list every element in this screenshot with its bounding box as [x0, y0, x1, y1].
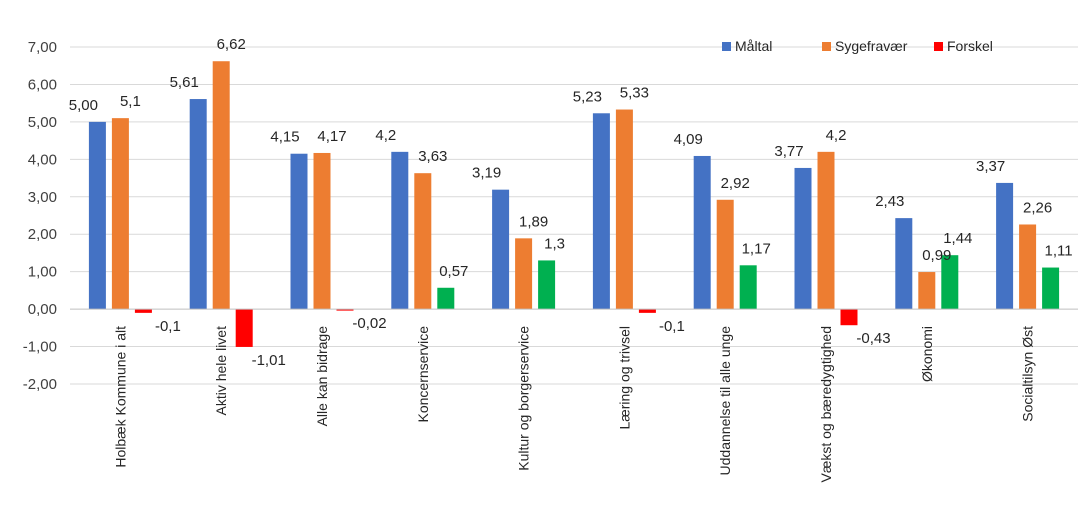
- data-label: 4,17: [317, 128, 346, 145]
- data-label: 0,57: [439, 263, 468, 280]
- bar-forskel: [1042, 267, 1060, 310]
- legend-swatch: [722, 42, 731, 51]
- data-label: 1,17: [742, 240, 771, 257]
- bar-forskel: [739, 265, 757, 310]
- bar-maltal: [391, 151, 409, 310]
- data-label: 2,43: [875, 193, 904, 210]
- data-label: -0,43: [856, 330, 890, 347]
- bar-forskel: [134, 309, 152, 313]
- legend-label: Sygefravær: [835, 38, 908, 54]
- data-label: 5,61: [170, 74, 199, 91]
- data-label: 3,37: [976, 158, 1005, 175]
- bar-forskel: [336, 309, 354, 311]
- bar-maltal: [88, 121, 106, 310]
- category-label: Aktiv hele livet: [213, 326, 229, 416]
- y-tick-label: 2,00: [28, 226, 57, 243]
- data-label: 1,89: [519, 213, 548, 230]
- data-label: 4,2: [826, 127, 847, 144]
- data-label: -0,1: [659, 318, 685, 335]
- category-label: Økonomi: [919, 326, 935, 382]
- y-tick-label: 7,00: [28, 39, 57, 56]
- y-tick-label: 5,00: [28, 114, 57, 131]
- bar-maltal: [492, 189, 510, 310]
- y-tick-label: 0,00: [28, 301, 57, 318]
- y-tick-label: 1,00: [28, 264, 57, 281]
- bar-sygefravaer: [414, 173, 432, 310]
- bar-forskel: [437, 287, 455, 310]
- bar-maltal: [290, 153, 308, 310]
- data-label: 4,09: [674, 131, 703, 148]
- legend: Måltal Sygefravær Forskel: [722, 38, 993, 54]
- data-label: 0,99: [922, 247, 951, 264]
- category-label: Socialtilsyn Øst: [1020, 326, 1036, 422]
- data-label: 3,19: [472, 165, 501, 182]
- category-label: Alle kan bidrage: [314, 326, 330, 427]
- bar-forskel: [941, 255, 959, 310]
- data-label: 1,44: [943, 230, 972, 247]
- data-label: 1,11: [1045, 243, 1073, 260]
- bar-forskel: [638, 309, 656, 313]
- category-label: Uddannelse til alle unge: [717, 326, 733, 476]
- bar-maltal: [895, 218, 913, 310]
- data-label: 1,3: [544, 235, 565, 252]
- data-label: 4,2: [375, 127, 396, 144]
- bar-sygefravaer: [313, 152, 331, 310]
- y-tick-label: 4,00: [28, 151, 57, 168]
- data-label: 3,63: [418, 148, 447, 165]
- data-label: 2,92: [721, 175, 750, 192]
- legend-label: Forskel: [947, 38, 993, 54]
- data-label: 3,77: [774, 143, 803, 160]
- bar-maltal: [592, 113, 610, 310]
- y-axis-tick-labels: 7,00 6,00 5,00 4,00 3,00 2,00 1,00 0,00 -1,00 -2,…: [23, 39, 57, 393]
- bar-forskel: [235, 309, 253, 347]
- bar-maltal: [996, 182, 1014, 310]
- bar-forskel: [840, 309, 858, 326]
- bar-maltal: [693, 155, 711, 310]
- category-label: Vækst og bæredygtighed: [818, 326, 834, 482]
- legend-swatch: [934, 42, 943, 51]
- bar-sygefravaer: [615, 109, 633, 310]
- data-label: 6,62: [217, 36, 246, 53]
- data-label: 5,1: [120, 93, 141, 110]
- data-label: 2,26: [1023, 199, 1052, 216]
- category-label: Koncernservice: [415, 326, 431, 423]
- legend-swatch: [822, 42, 831, 51]
- y-tick-label: 6,00: [28, 76, 57, 93]
- y-tick-label: -1,00: [23, 339, 57, 356]
- y-tick-label: 3,00: [28, 189, 57, 206]
- data-labels: 5,00 5,1 -0,1 5,61 6,62 -1,01 4,15 4,17 -0,02 4,2…: [69, 36, 1073, 369]
- bar-sygefravaer: [1019, 224, 1037, 310]
- data-label: -0,1: [155, 318, 181, 335]
- y-tick-label: -2,00: [23, 376, 57, 393]
- bar-sygefravaer: [716, 199, 734, 310]
- bar-maltal: [189, 99, 207, 310]
- x-axis-category-labels: Holbæk Kommune i alt Aktiv hele livet Alle…: [112, 326, 1035, 483]
- bar-forskel: [538, 260, 556, 310]
- category-label: Holbæk Kommune i alt: [112, 326, 128, 468]
- category-label: Læring og trivsel: [616, 326, 632, 430]
- bar-sygefravaer: [515, 238, 533, 310]
- bar-sygefravaer: [111, 118, 129, 310]
- data-label: -1,01: [252, 352, 286, 369]
- category-label: Kultur og borgerservice: [516, 326, 532, 471]
- gridlines: [70, 46, 1078, 385]
- bars: [88, 61, 1060, 347]
- data-label: -0,02: [352, 315, 386, 332]
- bar-sygefravaer: [817, 151, 835, 310]
- legend-label: Måltal: [735, 38, 772, 54]
- data-label: 5,23: [573, 88, 602, 105]
- data-label: 5,00: [69, 97, 98, 114]
- bar-maltal: [794, 167, 812, 310]
- data-label: 5,33: [620, 85, 649, 102]
- data-label: 4,15: [270, 129, 299, 146]
- bar-sygefravaer: [918, 272, 936, 310]
- bar-sygefravaer: [212, 61, 230, 310]
